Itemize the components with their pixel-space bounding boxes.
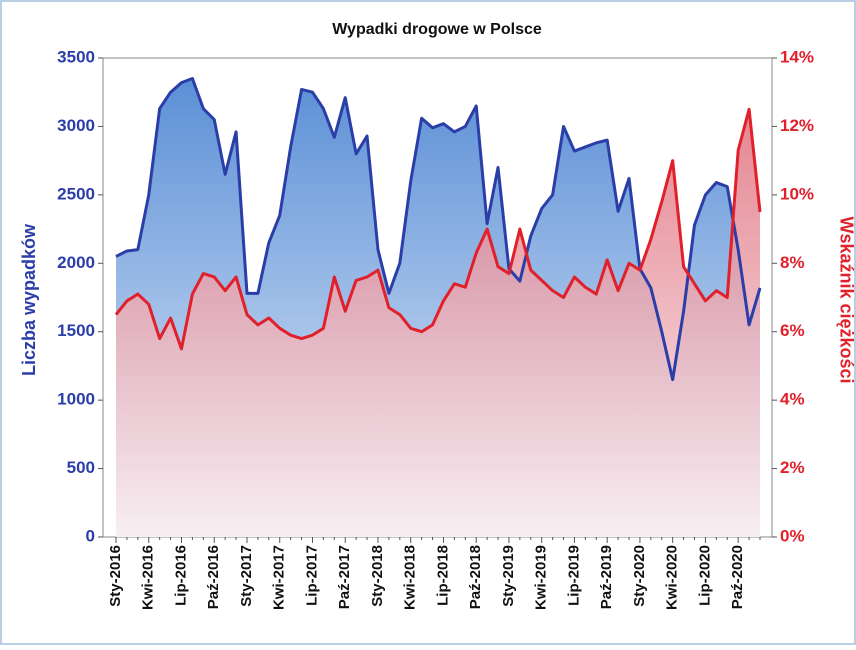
y-tick-label: 3000 xyxy=(57,116,95,135)
y-tick-label: 1000 xyxy=(57,390,95,409)
y-tick-label: 2500 xyxy=(57,184,95,203)
series-line xyxy=(115,77,762,382)
x-tick-label: Lip-2020 xyxy=(696,545,713,606)
x-tick-label: Lip-2019 xyxy=(565,545,582,606)
y-tick-label: 500 xyxy=(67,458,95,477)
x-tick-label: Kwi-2017 xyxy=(271,545,288,610)
x-tick-label: Paź-2018 xyxy=(467,545,484,609)
y2-tick-label: 12% xyxy=(780,116,814,135)
y2-tick-label: 0% xyxy=(780,526,805,545)
y2-tick-label: 14% xyxy=(780,47,814,66)
y-tick-label: 0 xyxy=(86,526,95,545)
y-tick-label: 3500 xyxy=(57,47,95,66)
x-tick-label: Kwi-2020 xyxy=(664,545,681,610)
x-tick-label: Sty-2017 xyxy=(238,545,255,607)
x-tick-label: Lip-2018 xyxy=(434,545,451,606)
y-tick-label: 2000 xyxy=(57,253,95,272)
y2-tick-label: 10% xyxy=(780,184,814,203)
x-tick-label: Kwi-2019 xyxy=(533,545,550,610)
y2-axis-label: Wskaźnik ciężkości xyxy=(836,216,856,383)
y2-tick-label: 6% xyxy=(780,321,805,340)
x-tick-label: Sty-2016 xyxy=(107,545,124,607)
area-fill xyxy=(116,109,760,538)
y2-tick-label: 2% xyxy=(780,458,805,477)
x-tick-label: Paź-2016 xyxy=(205,545,222,609)
y-axis-label: Liczba wypadków xyxy=(19,223,39,376)
x-tick-label: Paź-2019 xyxy=(598,545,615,609)
y2-tick-label: 8% xyxy=(780,253,805,272)
x-tick-label: Sty-2019 xyxy=(500,545,517,607)
x-tick-label: Paź-2017 xyxy=(336,545,353,609)
x-tick-label: Paź-2020 xyxy=(729,545,746,609)
chart-title: Wypadki drogowe w Polsce xyxy=(332,21,542,38)
y-tick-label: 1500 xyxy=(57,321,95,340)
x-tick-label: Sty-2020 xyxy=(631,545,648,607)
x-tick-label: Sty-2018 xyxy=(369,545,386,607)
x-tick-label: Lip-2016 xyxy=(172,545,189,606)
y2-tick-label: 4% xyxy=(780,390,805,409)
x-tick-label: Lip-2017 xyxy=(303,545,320,606)
series-line xyxy=(114,107,762,351)
x-tick-label: Kwi-2016 xyxy=(140,545,157,610)
x-tick-label: Kwi-2018 xyxy=(402,545,419,610)
